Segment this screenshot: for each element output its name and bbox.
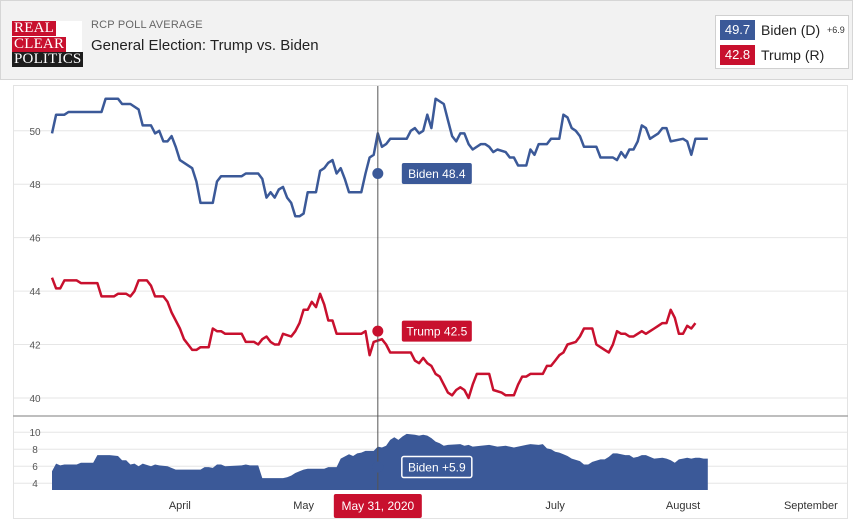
spread-area: [52, 433, 708, 490]
legend-biden-value: 49.7: [720, 20, 755, 40]
y-tick-top-42: 42: [29, 341, 41, 352]
hover-label-trump: Trump 42.5: [406, 325, 467, 339]
x-tick-july: July: [545, 500, 565, 512]
chart-header: REAL CLEAR POLITICS RCP POLL AVERAGE Gen…: [0, 0, 853, 80]
y-tick-top-44: 44: [29, 287, 41, 298]
x-tick-may: May: [293, 500, 314, 512]
x-tick-april: April: [169, 500, 191, 512]
trump-line: [50, 277, 697, 400]
y-tick-top-48: 48: [29, 180, 41, 191]
hover-label-box-biden: [401, 163, 472, 185]
realclearpolitics-logo[interactable]: REAL CLEAR POLITICS: [12, 20, 84, 67]
kicker-label: RCP POLL AVERAGE: [91, 19, 203, 31]
biden-line: [50, 97, 708, 218]
x-tick-labels: April May July August September: [169, 500, 838, 512]
top-gridlines: [14, 130, 847, 399]
legend-biden-spread: +6.9: [827, 25, 845, 35]
y-tick-bottom-4: 4: [32, 479, 38, 490]
x-tick-september: September: [784, 500, 838, 512]
legend-biden-label: Biden (D): [761, 22, 821, 38]
hover-label-box-spread: [401, 455, 473, 479]
hover-marker-trump: [372, 325, 384, 337]
y-tick-bottom-8: 8: [32, 445, 38, 456]
legend-trump-value: 42.8: [720, 45, 755, 65]
y-tick-top-46: 46: [29, 234, 41, 245]
legend-trump-label: Trump (R): [761, 47, 825, 63]
spread-area-layer: [52, 433, 708, 490]
chart-frame: [13, 85, 848, 519]
logo-line-1: REAL: [12, 20, 56, 36]
chart-title: General Election: Trump vs. Biden: [91, 37, 319, 54]
hover-layer: Biden 48.4 Trump 42.5 Biden +5.9 May 31, 20…: [333, 86, 473, 518]
hover-date-label: May 31, 2020: [341, 499, 414, 513]
legend-box: 49.7 Biden (D) +6.9 42.8 Trump (R): [715, 15, 849, 69]
x-tick-august: August: [666, 500, 700, 512]
y-tick-bottom-6: 6: [32, 462, 38, 473]
logo-line-3: POLITICS: [12, 51, 84, 67]
logo-line-2: CLEAR: [12, 36, 67, 52]
y-tick-top-50: 50: [29, 127, 41, 138]
y-tick-bottom-10: 10: [29, 428, 41, 439]
y-tick-top-40: 40: [29, 394, 41, 405]
hover-date-box: [333, 494, 422, 518]
hover-label-box-trump: [401, 320, 472, 342]
hover-label-spread: Biden +5.9: [408, 461, 466, 475]
series-lines-layer: [50, 97, 708, 400]
y-tick-labels: 50 48 46 44 42 40 10 8 6 4: [29, 127, 41, 490]
hover-label-biden: Biden 48.4: [408, 167, 466, 181]
hover-marker-spread: [372, 461, 384, 473]
hover-marker-biden: [372, 168, 384, 180]
